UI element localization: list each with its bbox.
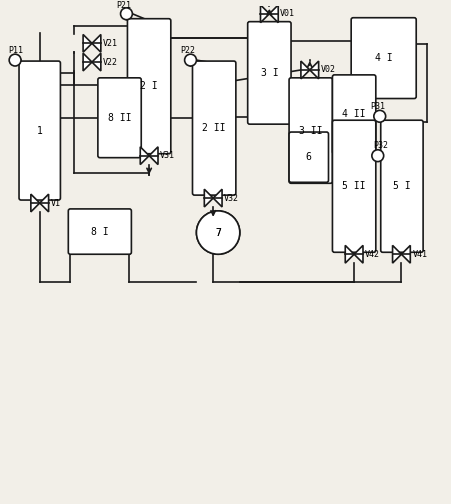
- Text: P11: P11: [8, 46, 23, 55]
- Polygon shape: [140, 147, 149, 165]
- Text: 8 I: 8 I: [91, 227, 108, 236]
- FancyBboxPatch shape: [289, 132, 328, 182]
- Text: P21: P21: [116, 2, 131, 11]
- FancyBboxPatch shape: [192, 61, 235, 195]
- Polygon shape: [353, 245, 362, 263]
- FancyBboxPatch shape: [68, 209, 131, 254]
- Text: 5 I: 5 I: [392, 181, 410, 191]
- Text: 7: 7: [215, 228, 221, 237]
- Circle shape: [9, 54, 21, 66]
- Polygon shape: [31, 194, 40, 212]
- Circle shape: [120, 8, 132, 20]
- Text: V1: V1: [51, 199, 60, 208]
- Polygon shape: [92, 53, 101, 71]
- Text: V22: V22: [102, 57, 118, 67]
- Polygon shape: [83, 34, 92, 52]
- Text: V31: V31: [160, 151, 175, 160]
- Polygon shape: [213, 189, 221, 207]
- Text: 8 II: 8 II: [108, 113, 131, 123]
- Circle shape: [371, 150, 383, 162]
- Circle shape: [196, 211, 239, 254]
- Text: V42: V42: [364, 250, 379, 259]
- FancyBboxPatch shape: [380, 120, 422, 253]
- FancyBboxPatch shape: [331, 120, 375, 253]
- Text: V02: V02: [320, 66, 335, 75]
- Polygon shape: [149, 147, 158, 165]
- Polygon shape: [92, 34, 101, 52]
- Polygon shape: [300, 61, 309, 79]
- Circle shape: [373, 110, 385, 122]
- Polygon shape: [83, 53, 92, 71]
- Text: V21: V21: [102, 39, 118, 48]
- Polygon shape: [204, 189, 213, 207]
- Text: 4 II: 4 II: [341, 109, 365, 119]
- Polygon shape: [400, 245, 410, 263]
- Polygon shape: [391, 245, 400, 263]
- Text: 6: 6: [305, 152, 311, 162]
- Text: 7: 7: [215, 228, 221, 237]
- Circle shape: [184, 54, 196, 66]
- Text: P22: P22: [180, 46, 195, 55]
- Text: 2 II: 2 II: [202, 123, 226, 133]
- FancyBboxPatch shape: [331, 75, 375, 154]
- Text: 1: 1: [37, 125, 42, 136]
- Text: 4 I: 4 I: [374, 53, 391, 63]
- FancyBboxPatch shape: [98, 78, 141, 158]
- FancyBboxPatch shape: [350, 18, 415, 98]
- Polygon shape: [260, 5, 269, 23]
- Polygon shape: [269, 5, 278, 23]
- FancyBboxPatch shape: [289, 78, 331, 183]
- Text: V01: V01: [280, 9, 295, 18]
- FancyBboxPatch shape: [247, 22, 290, 124]
- Text: V32: V32: [224, 194, 239, 203]
- Text: V41: V41: [411, 250, 426, 259]
- Text: 2 I: 2 I: [140, 81, 157, 91]
- Text: 3 II: 3 II: [299, 125, 322, 136]
- FancyBboxPatch shape: [19, 61, 60, 200]
- Text: 5 II: 5 II: [341, 181, 365, 191]
- Circle shape: [196, 211, 239, 254]
- Polygon shape: [40, 194, 49, 212]
- Polygon shape: [309, 61, 318, 79]
- Text: P32: P32: [372, 141, 387, 150]
- FancyBboxPatch shape: [127, 19, 170, 154]
- Text: 3 I: 3 I: [260, 68, 277, 78]
- Text: P31: P31: [369, 102, 384, 111]
- Polygon shape: [345, 245, 353, 263]
